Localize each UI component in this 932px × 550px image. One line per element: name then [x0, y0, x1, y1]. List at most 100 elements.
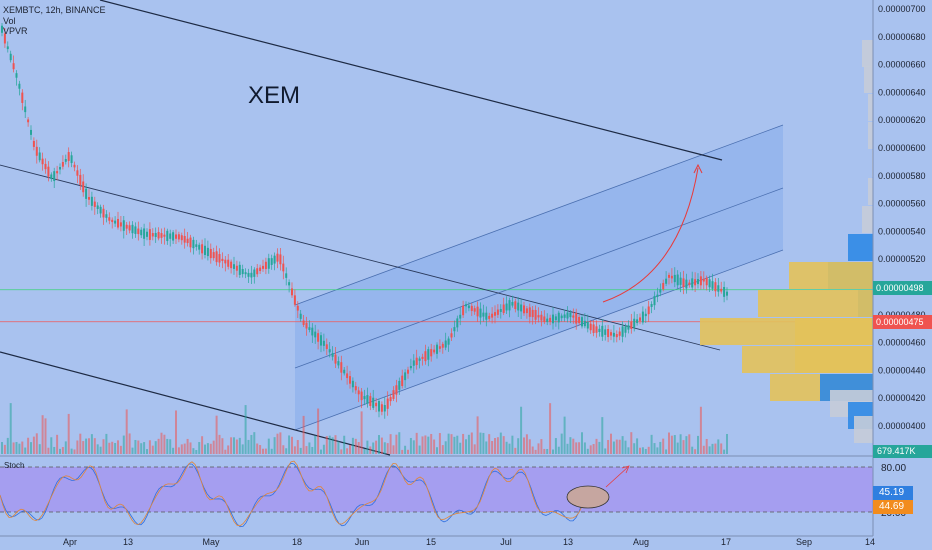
volume-bar-205: [595, 438, 598, 454]
volume-bar-29: [85, 438, 88, 454]
volume-bar-47: [137, 440, 140, 454]
candle-body-189: [549, 317, 552, 322]
vpvr-indicator-label[interactable]: VPVR: [3, 26, 28, 36]
candle-body-5: [15, 73, 18, 78]
candle-body-131: [380, 404, 383, 412]
candle-body-77: [224, 259, 227, 264]
volume-bar-123: [357, 442, 360, 454]
volume-bar-114: [331, 437, 334, 454]
candle-body-235: [682, 278, 685, 287]
volume-bar-107: [311, 446, 314, 454]
volume-bar-15: [44, 418, 47, 454]
time-tick-3: 18: [292, 537, 302, 547]
candle-body-12: [35, 146, 38, 156]
candle-body-136: [395, 385, 398, 395]
volume-bar-40: [117, 440, 119, 454]
candle-body-89: [259, 267, 262, 272]
volume-bar-122: [354, 438, 357, 454]
volume-bar-234: [679, 434, 682, 454]
volume-bar-129: [375, 440, 378, 454]
volume-bar-222: [644, 448, 647, 454]
time-tick-2: May: [202, 537, 220, 547]
volume-bar-128: [372, 442, 375, 454]
volume-bar-44: [128, 433, 131, 454]
candle-body-85: [247, 272, 250, 277]
volume-bar-103: [299, 447, 302, 454]
volume-bar-79: [230, 437, 233, 454]
candle-body-78: [227, 259, 230, 267]
price-tick-14: 0.00000420: [878, 393, 926, 403]
candle-body-147: [427, 349, 430, 360]
volume-bar-115: [334, 435, 337, 454]
price-tick-13: 0.00000440: [878, 365, 926, 375]
volume-indicator-label[interactable]: Vol: [3, 16, 16, 26]
candle-body-143: [415, 357, 418, 366]
stoch-arrowhead: [621, 465, 630, 474]
candle-body-238: [691, 278, 694, 288]
candle-body-159: [462, 305, 465, 316]
volume-bar-33: [96, 444, 99, 454]
candle-body-140: [407, 369, 409, 374]
volume-bar-159: [462, 433, 465, 454]
candle-body-127: [369, 396, 372, 407]
volume-bar-238: [691, 446, 694, 454]
candle-body-33: [96, 205, 99, 209]
volume-bar-55: [160, 432, 163, 454]
volume-bar-250: [726, 433, 728, 454]
volume-bar-86: [250, 434, 253, 454]
volume-bar-92: [267, 438, 270, 454]
candle-body-47: [137, 228, 140, 235]
candle-body-244: [708, 279, 711, 288]
volume-bar-93: [270, 448, 273, 454]
candle-body-152: [441, 343, 444, 348]
volume-bar-72: [209, 443, 212, 454]
vpvr-bar-13: [868, 122, 873, 149]
candle-body-194: [563, 314, 566, 318]
volume-bar-113: [328, 435, 331, 454]
volume-bar-22: [64, 441, 67, 454]
price-tick-11: 0.00000480: [878, 310, 926, 320]
volume-bar-17: [50, 437, 53, 454]
candle-body-168: [488, 315, 491, 319]
candle-body-35: [102, 208, 105, 218]
volume-bar-231: [670, 435, 673, 454]
volume-bar-208: [604, 448, 607, 454]
price-tick-15: 0.00000400: [878, 421, 926, 431]
volume-bar-84: [244, 405, 247, 454]
volume-bar-173: [502, 436, 505, 454]
candle-body-169: [491, 313, 494, 318]
candle-body-231: [670, 275, 673, 279]
volume-bar-2: [6, 437, 9, 454]
volume-bar-229: [665, 449, 668, 454]
volume-bar-95: [276, 433, 279, 454]
candle-body-24: [70, 155, 73, 164]
time-tick-5: 15: [426, 537, 436, 547]
volume-bar-43: [125, 409, 128, 454]
candle-body-116: [337, 361, 340, 366]
candle-body-176: [511, 302, 514, 306]
xem-annotation[interactable]: XEM: [248, 82, 301, 109]
candle-body-95: [276, 253, 279, 262]
volume-bar-221: [641, 447, 644, 454]
candle-body-206: [598, 328, 601, 333]
volume-bar-59: [172, 447, 175, 454]
candle-body-49: [143, 228, 146, 239]
candle-body-52: [151, 233, 154, 237]
candle-body-180: [523, 305, 525, 314]
volume-bar-176: [511, 435, 514, 454]
volume-bar-168: [488, 434, 491, 454]
candle-body-202: [586, 321, 589, 329]
volume-bar-21: [61, 447, 64, 454]
candle-body-22: [64, 159, 67, 162]
candle-body-53: [154, 233, 157, 237]
stoch-arrow: [605, 466, 629, 488]
price-tick-1: 0.00000680: [878, 32, 926, 42]
candle-body-123: [357, 390, 360, 395]
candle-body-207: [601, 325, 604, 337]
volume-bar-99: [288, 435, 291, 454]
candle-body-242: [702, 278, 705, 282]
stoch-label[interactable]: Stoch: [4, 461, 25, 470]
candle-body-93: [270, 258, 273, 265]
